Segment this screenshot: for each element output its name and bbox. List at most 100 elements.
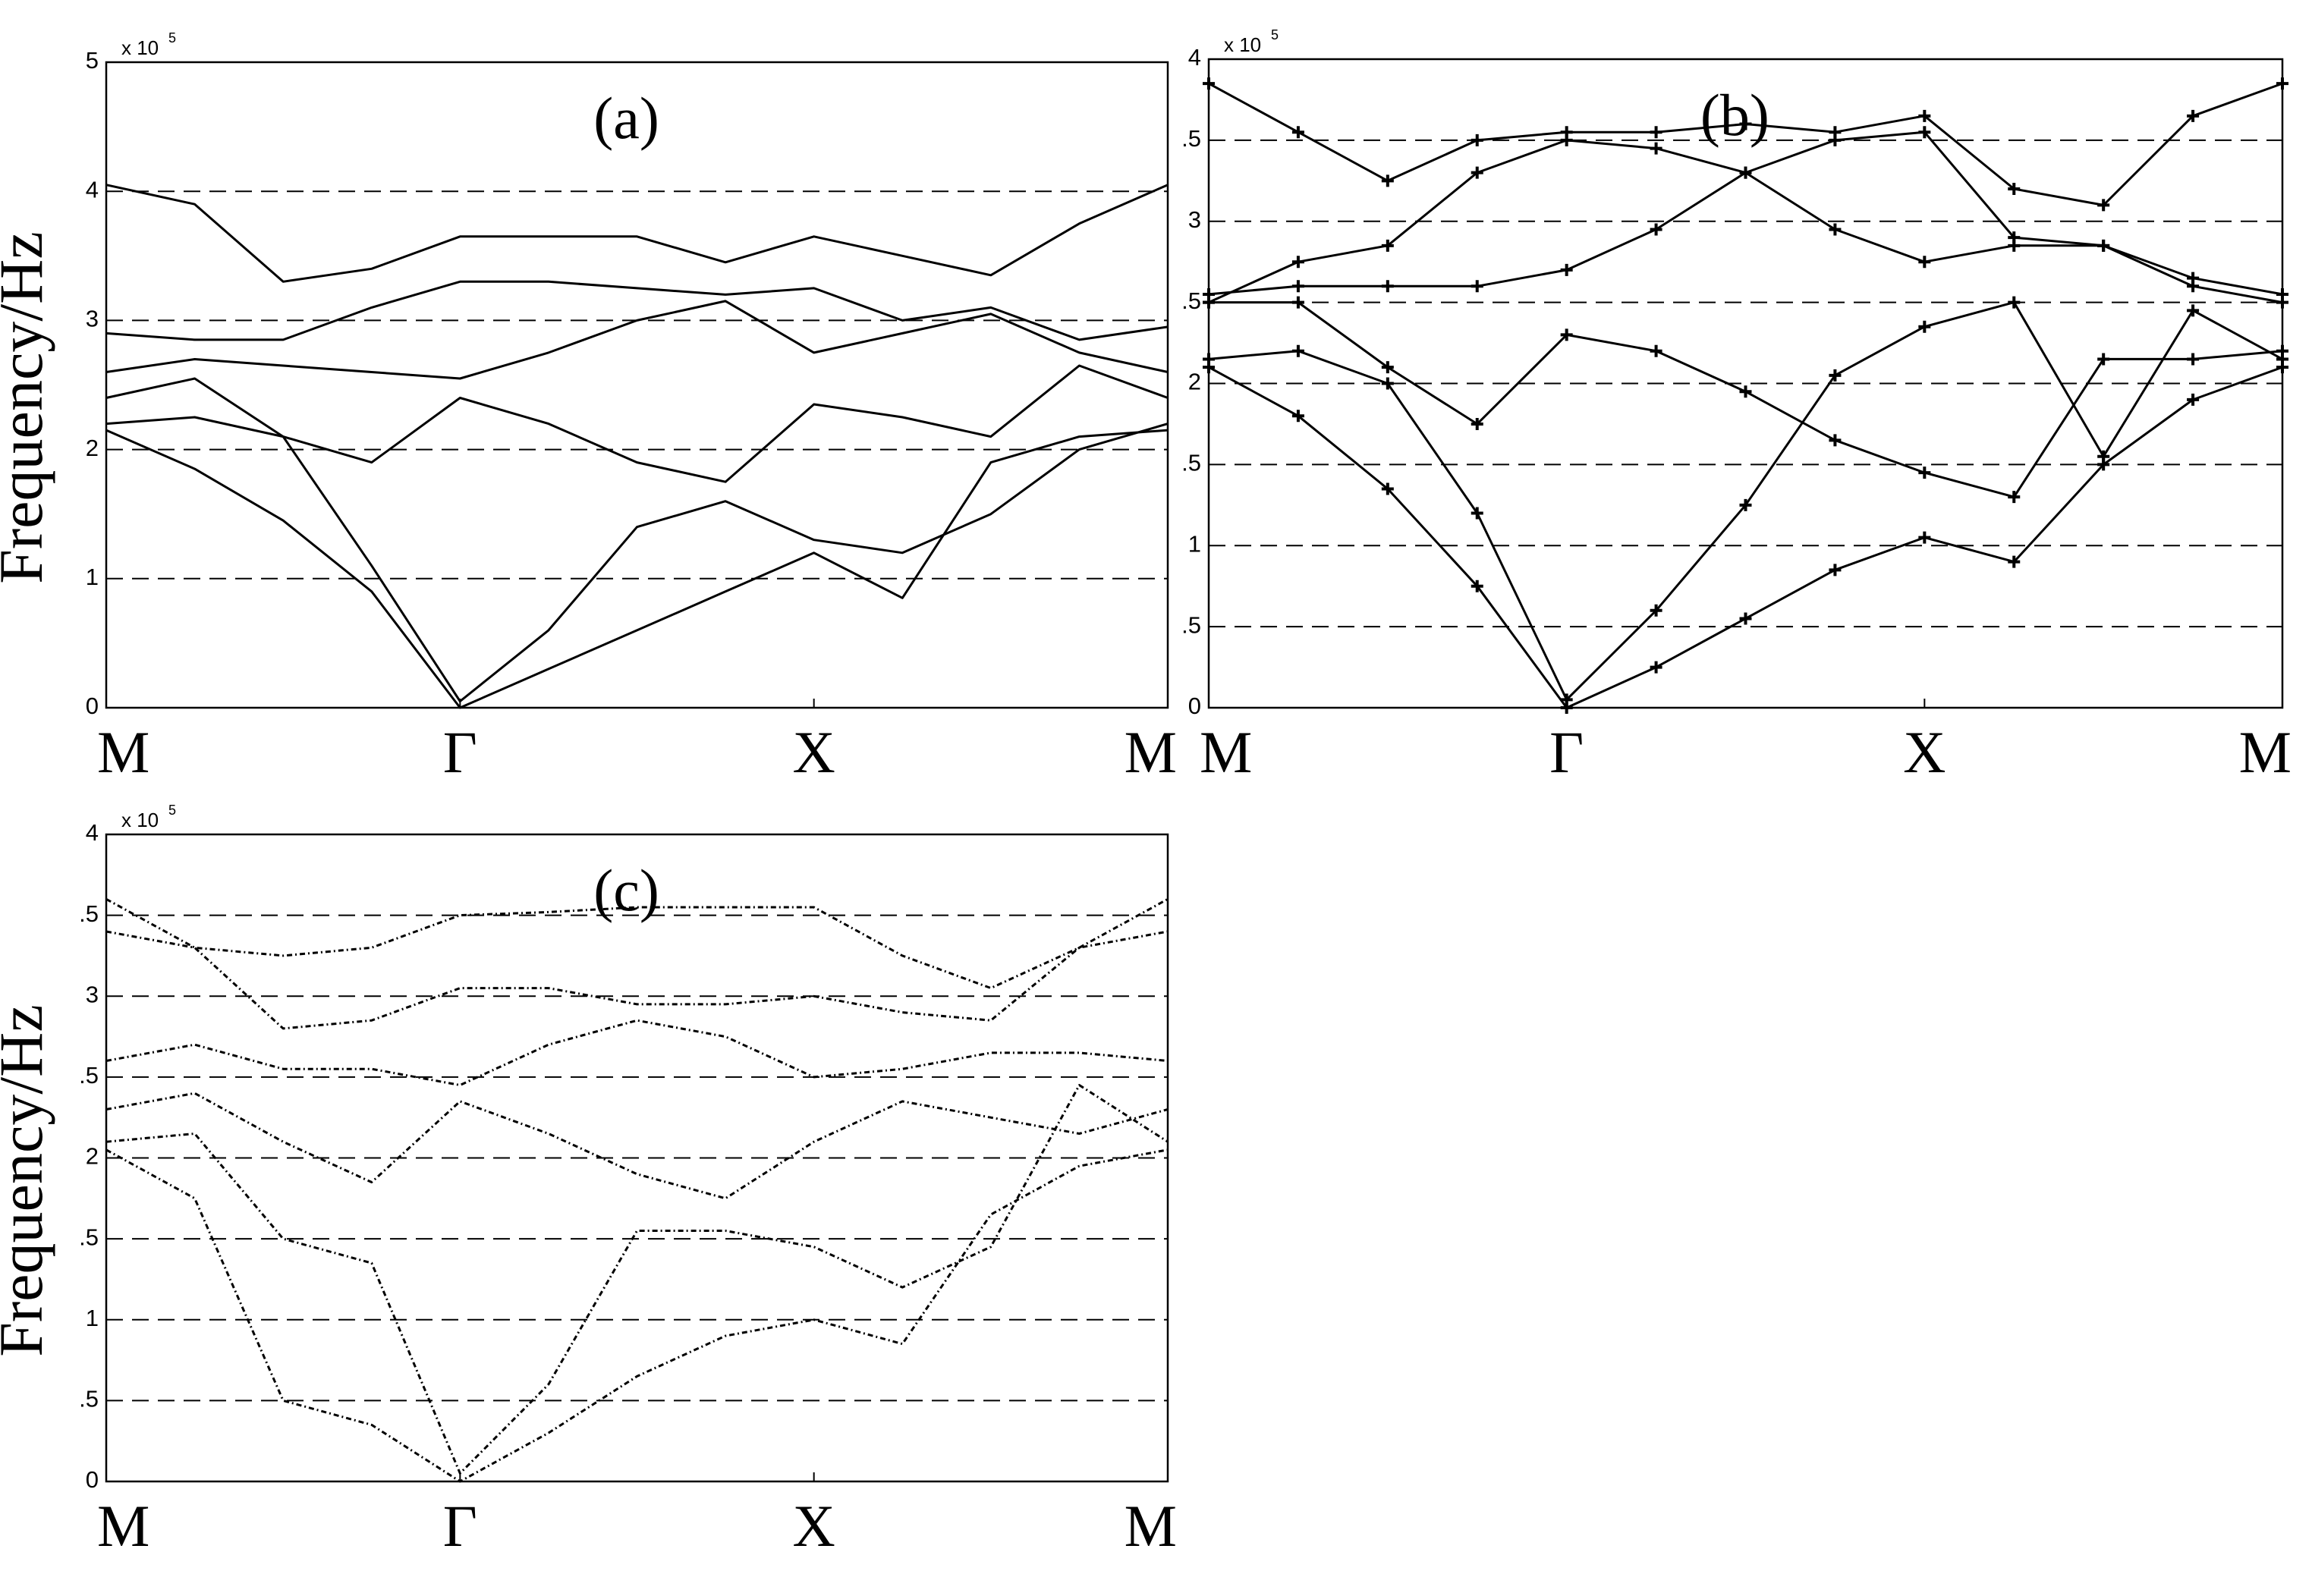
marker <box>1650 661 1662 674</box>
marker <box>1739 385 1752 398</box>
y-tick-label: .5 <box>1181 287 1201 314</box>
marker <box>1829 134 1842 146</box>
y-axis-label: Frequency/Hz <box>0 231 55 584</box>
marker <box>1918 126 1931 139</box>
y-tick-label: .5 <box>1181 611 1201 638</box>
marker <box>1471 134 1483 146</box>
marker <box>1291 256 1304 269</box>
marker <box>1471 166 1483 179</box>
marker <box>1203 77 1215 90</box>
marker <box>1650 344 1662 357</box>
band-line <box>1208 366 2283 709</box>
x-tick-label: M <box>1200 719 1252 785</box>
y-tick-label: .5 <box>79 1062 99 1089</box>
y-tick-label: 1 <box>86 1305 99 1331</box>
band-line <box>105 1019 1169 1086</box>
x-tick-label: M <box>1125 1493 1177 1559</box>
marker <box>1381 482 1394 495</box>
x-tick-label: X <box>1903 719 1946 785</box>
marker <box>1471 417 1483 430</box>
marker <box>1381 174 1394 187</box>
marker <box>1829 434 1842 447</box>
x-tick-label: M <box>97 719 149 785</box>
x-tick-label: M <box>97 1493 149 1559</box>
marker <box>1381 280 1394 293</box>
marker <box>2008 555 2021 568</box>
y-tick-label: 4 <box>1188 44 1201 71</box>
band-line <box>105 1092 1169 1200</box>
band-line <box>105 280 1169 341</box>
marker <box>2187 393 2200 406</box>
marker <box>1471 280 1483 293</box>
marker <box>1560 134 1573 146</box>
marker <box>1829 564 1842 577</box>
marker <box>1739 498 1752 511</box>
marker <box>2276 361 2288 374</box>
band-line <box>105 1084 1169 1475</box>
marker <box>1291 344 1304 357</box>
band-line <box>105 364 1169 483</box>
marker <box>1291 410 1304 423</box>
marker <box>2097 199 2110 212</box>
marker <box>1918 531 1931 544</box>
y-tick-label: .5 <box>79 1386 99 1412</box>
marker <box>1560 328 1573 341</box>
x-tick-label: M <box>1125 719 1177 785</box>
band-line <box>105 897 1169 990</box>
y-tick-label: 4 <box>86 176 99 203</box>
panel-title: (a) <box>593 85 659 151</box>
y-tick-label: 2 <box>1188 369 1201 395</box>
x-tick-label: X <box>792 719 835 785</box>
band-line <box>105 930 1169 1030</box>
axis-exponent: x 10 <box>1224 33 1261 56</box>
marker <box>1918 256 1931 269</box>
y-tick-label: 1 <box>86 564 99 590</box>
marker <box>2187 353 2200 366</box>
marker <box>2008 491 2021 504</box>
y-tick-label: 3 <box>86 981 99 1007</box>
x-tick-label: Γ <box>443 719 477 785</box>
y-tick-label: .5 <box>1181 125 1201 152</box>
marker <box>1829 369 1842 382</box>
y-tick-label: 5 <box>86 47 99 74</box>
plot-frame <box>1207 58 2284 709</box>
plot-frame <box>105 833 1169 1483</box>
marker <box>2187 280 2200 293</box>
marker <box>1203 361 1215 374</box>
marker <box>2097 353 2110 366</box>
y-tick-label: 1 <box>1188 530 1201 557</box>
marker <box>1650 223 1662 236</box>
marker <box>1471 507 1483 520</box>
axis-exponent-power: 5 <box>168 803 176 818</box>
axis-exponent: x 10 <box>121 809 159 831</box>
marker <box>1381 377 1394 390</box>
axis-exponent: x 10 <box>121 36 159 59</box>
marker <box>1291 280 1304 293</box>
marker <box>1203 296 1215 309</box>
marker <box>1650 126 1662 139</box>
band-line <box>105 429 1169 709</box>
marker <box>2097 458 2110 471</box>
marker <box>1739 612 1752 625</box>
band-line <box>1209 301 2283 498</box>
x-tick-label: X <box>792 1493 835 1559</box>
band-line <box>1208 130 2283 304</box>
band-line <box>105 1148 1169 1483</box>
band-line <box>105 300 1169 380</box>
marker <box>1918 320 1931 333</box>
marker <box>1381 361 1394 374</box>
marker <box>2008 183 2021 195</box>
marker <box>1650 604 1662 617</box>
y-tick-label: 2 <box>86 1143 99 1170</box>
y-tick-label: 4 <box>86 819 99 846</box>
marker <box>1829 223 1842 236</box>
band-line <box>105 184 1169 283</box>
y-tick-label: .5 <box>79 1224 99 1250</box>
marker <box>1739 118 1752 130</box>
marker <box>1650 142 1662 155</box>
y-tick-label: 3 <box>1188 206 1201 233</box>
plot-frame <box>105 61 1169 709</box>
panel-title: (b) <box>1700 82 1769 148</box>
x-tick-label: M <box>2239 719 2292 785</box>
